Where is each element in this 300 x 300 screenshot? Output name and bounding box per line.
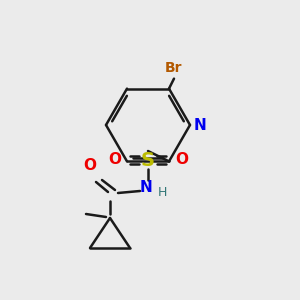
Text: Br: Br (165, 61, 183, 75)
Text: H: H (158, 185, 167, 199)
Text: O: O (175, 152, 188, 167)
Text: O: O (83, 158, 97, 173)
Text: O: O (108, 152, 121, 167)
Text: N: N (194, 118, 207, 133)
Text: N: N (140, 181, 152, 196)
Text: S: S (141, 151, 155, 169)
